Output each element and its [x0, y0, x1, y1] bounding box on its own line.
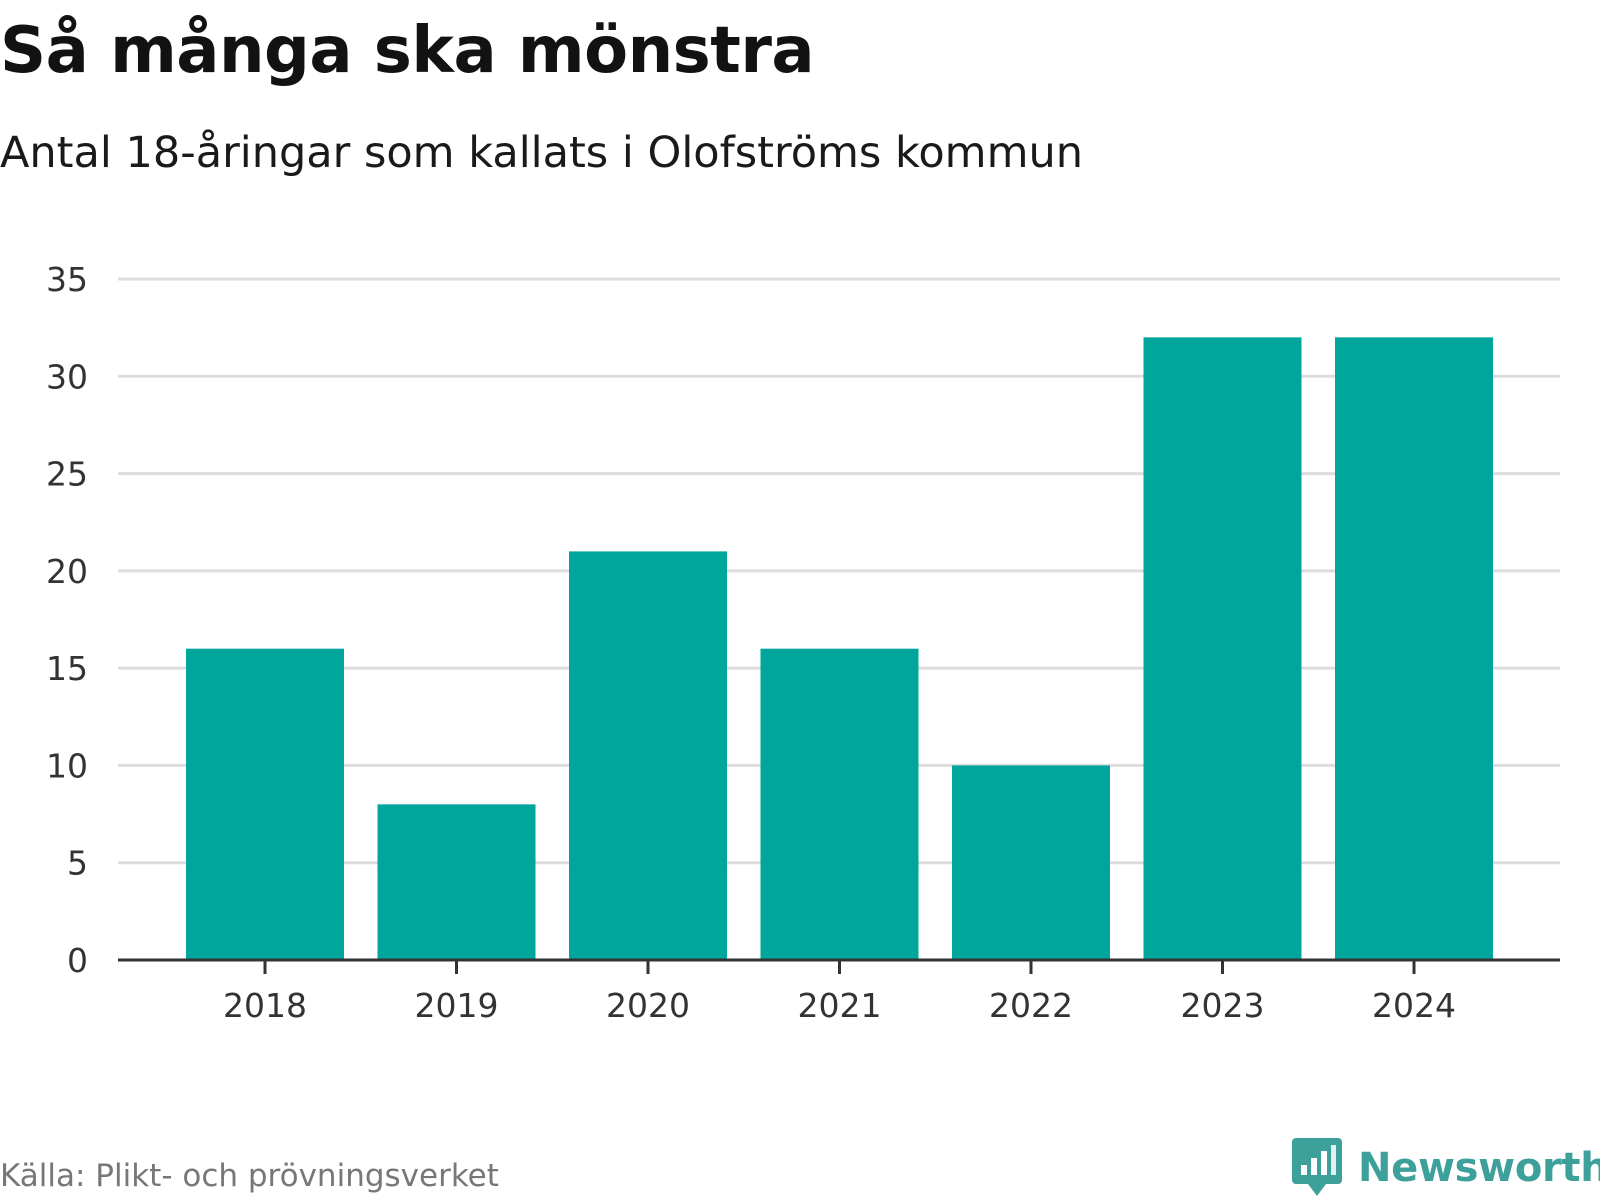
chart-title: Så många ska mönstra [0, 14, 815, 88]
x-tick-label: 2022 [989, 986, 1073, 1025]
y-tick-label: 20 [46, 552, 88, 591]
y-tick-label: 30 [46, 357, 88, 396]
x-tick-label: 2021 [798, 986, 882, 1025]
x-tick-label: 2018 [223, 986, 307, 1025]
tick-labels: 0 5 10 15 20 25 30 35 2018 2019 2020 2021 2022 2023 20… [46, 260, 1456, 1025]
x-axis [118, 958, 1560, 974]
x-tick-label: 2020 [606, 986, 690, 1025]
source-note: Källa: Plikt- och prövningsverket [0, 1158, 499, 1194]
bar-2021 [760, 648, 919, 960]
y-tick-label: 10 [46, 746, 88, 785]
bars [186, 337, 1493, 960]
brand-mark: Newsworthy [1292, 1138, 1600, 1198]
y-tick-label: 25 [46, 455, 88, 494]
bar-2023 [1143, 337, 1302, 960]
chart-subtitle: Antal 18-åringar som kallats i Olofström… [0, 128, 1083, 178]
y-tick-label: 15 [46, 649, 88, 688]
bar-2022 [952, 765, 1110, 960]
x-tick-label: 2019 [415, 986, 499, 1025]
x-tick-label: 2024 [1372, 986, 1456, 1025]
newsworthy-logo-icon [1292, 1138, 1342, 1196]
bar-2024 [1335, 337, 1493, 960]
bar-2018 [186, 648, 344, 960]
y-tick-label: 5 [67, 844, 88, 883]
bar-2019 [377, 804, 536, 960]
y-tick-label: 0 [67, 941, 88, 980]
x-tick-label: 2023 [1181, 986, 1265, 1025]
brand-name: Newsworthy [1358, 1145, 1600, 1191]
bar-2020 [569, 551, 727, 960]
y-tick-label: 35 [46, 260, 88, 299]
